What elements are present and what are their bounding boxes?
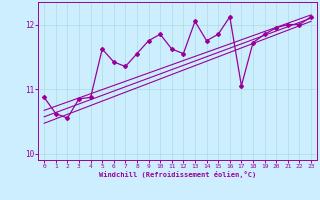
X-axis label: Windchill (Refroidissement éolien,°C): Windchill (Refroidissement éolien,°C)	[99, 171, 256, 178]
